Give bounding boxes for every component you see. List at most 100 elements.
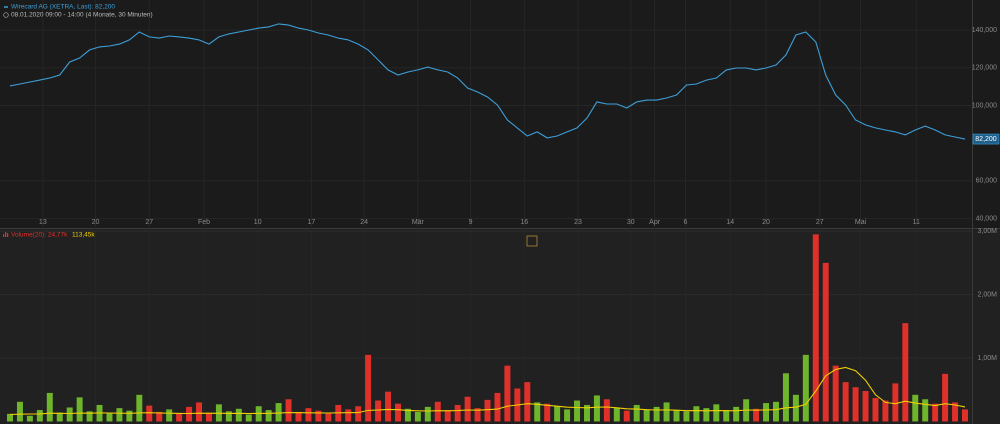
volume-bar [564, 409, 571, 422]
x-tick-label: 30 [627, 219, 635, 226]
volume-bar [196, 402, 202, 422]
volume-bar [235, 408, 242, 422]
volume-bar [454, 404, 461, 422]
volume-bar [176, 413, 183, 422]
volume-bar [86, 411, 93, 422]
last-value-box [972, 133, 1000, 145]
volume-bar [613, 407, 620, 422]
x-tick-label: 16 [520, 219, 528, 226]
grid [0, 0, 972, 424]
volume-icon-bar [7, 233, 9, 237]
volume-bar [464, 396, 471, 422]
volume-bar [56, 412, 63, 422]
x-tick-label: 10 [254, 219, 262, 226]
volume-bar [116, 408, 123, 422]
chart-title: Wirecard AG (XETRA, Last): 82,200 [11, 4, 115, 11]
volume-bar [872, 397, 879, 422]
volume-bar [902, 323, 909, 422]
volume-bar [962, 409, 968, 422]
volume-bar [275, 403, 282, 422]
volume-bar [394, 403, 401, 422]
volume-bar [713, 404, 720, 422]
volume-bar [156, 411, 163, 422]
volume-bar [414, 411, 421, 422]
volume-bar [534, 402, 541, 422]
volume-bar [773, 401, 779, 422]
volume-bar [882, 400, 889, 422]
volume-bar [792, 394, 799, 422]
x-tick-label: 20 [92, 219, 100, 226]
volume-bar [76, 397, 83, 422]
volume-bar [494, 392, 501, 422]
volume-bar [693, 406, 700, 422]
x-tick-label: Feb [198, 219, 210, 226]
volume-bar [583, 404, 590, 422]
toggle-box[interactable] [526, 235, 538, 247]
volume-bar [912, 394, 919, 422]
volume-bar [474, 408, 481, 422]
volume-bar [952, 402, 959, 422]
volume-bar [782, 373, 789, 422]
y-tick-label: 40,000 [976, 215, 998, 222]
volume-bar [504, 365, 511, 422]
volume-bar [932, 403, 939, 422]
volume-bar [892, 383, 899, 422]
volume-bar [136, 394, 143, 422]
volume-bar [355, 406, 362, 422]
volume-bar [295, 411, 302, 422]
volume-bar [365, 354, 372, 422]
volume-bar [345, 409, 352, 422]
volume-icon [3, 232, 9, 237]
volume-bar [524, 382, 531, 422]
volume-bar [66, 407, 73, 422]
y-tick-label: 140,000 [972, 27, 997, 34]
volume-bar [544, 403, 551, 422]
x-tick-label: 11 [913, 219, 920, 226]
volume-bar [554, 406, 561, 422]
price-panel [0, 0, 1000, 228]
x-tick-label: 24 [360, 219, 368, 226]
volume-bar [186, 406, 193, 422]
volume-bar [16, 401, 23, 422]
x-tick-label: Apr [649, 219, 661, 226]
volume-bar [812, 234, 819, 422]
volume-bar [146, 405, 153, 422]
volume-bar [36, 410, 43, 422]
volume-bar [802, 354, 809, 422]
volume-bar [862, 391, 869, 422]
volume-bar [842, 382, 849, 422]
legend-entry: 113,45k [72, 232, 95, 239]
volume-bar [375, 400, 382, 422]
x-tick-label: 23 [574, 219, 582, 226]
y-tick-label: 120,000 [972, 65, 997, 72]
volume-bar [763, 403, 770, 422]
volume-bar [225, 411, 232, 422]
price-line [9, 23, 966, 140]
volume-bar [265, 410, 272, 422]
volume-bar [922, 399, 929, 422]
volume-icon-bar [5, 232, 7, 237]
last-value-label: 82,200 [975, 136, 997, 143]
volume-bar [832, 365, 839, 422]
volume-bar [126, 410, 133, 422]
y-tick-label: 1,00M [978, 355, 998, 362]
volume-bar [484, 399, 491, 422]
volume-bar [424, 406, 431, 422]
legend-entry: Volume(20): 24,77k [11, 232, 68, 239]
x-tick-label: 13 [39, 219, 47, 226]
volume-bar [7, 413, 13, 422]
volume-bar [434, 401, 441, 422]
volume-bar [852, 387, 859, 422]
volume-bar [723, 410, 730, 422]
volume-bar [315, 410, 322, 422]
x-tick-label: 27 [816, 219, 824, 226]
volume-bar [593, 395, 600, 422]
volume-bar [822, 262, 829, 422]
y-tick-label: 3,00M [978, 228, 998, 235]
volume-bar [106, 413, 113, 422]
x-tick-label: 27 [145, 219, 153, 226]
volume-bar [305, 408, 312, 422]
volume-bar [46, 392, 53, 422]
